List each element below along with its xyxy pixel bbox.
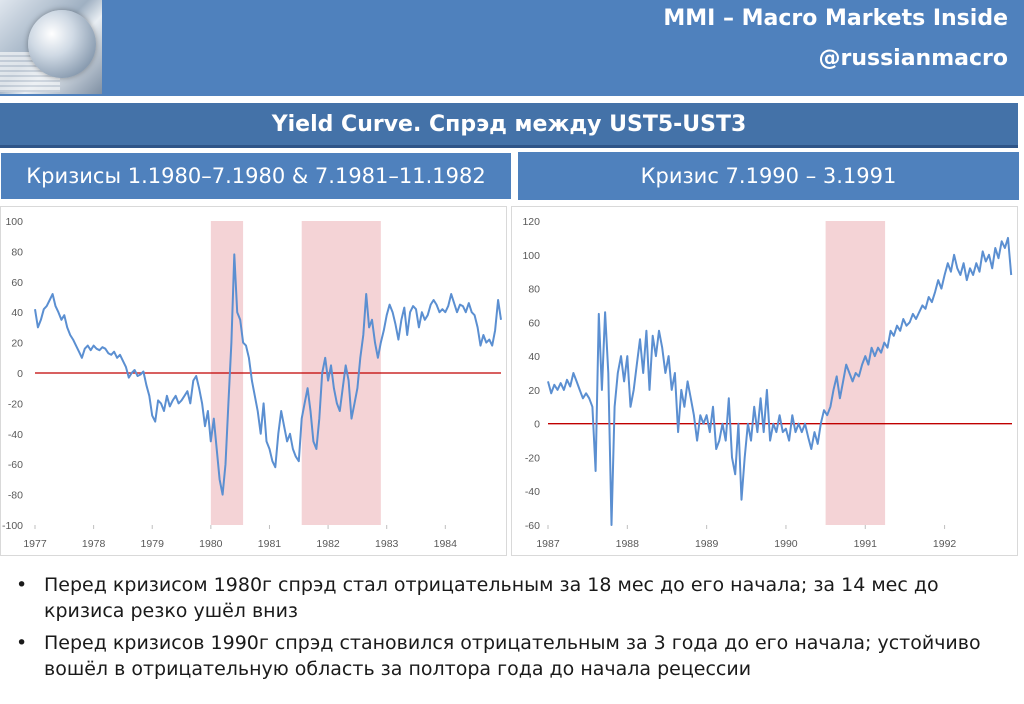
y-tick-label: 80 xyxy=(528,284,540,296)
y-tick-label: 40 xyxy=(528,351,540,363)
bullet-list: • Перед кризисом 1980г спрэд стал отрица… xyxy=(12,572,1017,688)
y-tick-label: 40 xyxy=(11,307,23,319)
x-tick-label: 1984 xyxy=(434,538,458,550)
brand-handle: @russianmacro xyxy=(818,46,1008,71)
x-tick-label: 1992 xyxy=(933,538,957,550)
x-tick-label: 1990 xyxy=(774,538,798,550)
x-tick-label: 1991 xyxy=(854,538,878,550)
y-tick-label: -80 xyxy=(8,490,23,502)
x-tick-label: 1988 xyxy=(616,538,640,550)
y-tick-label: -20 xyxy=(8,398,23,410)
x-tick-label: 1981 xyxy=(258,538,282,550)
globe-icon xyxy=(28,10,96,78)
brand-title: MMI – Macro Markets Inside xyxy=(663,6,1008,31)
y-tick-label: 20 xyxy=(11,338,23,350)
x-tick-label: 1982 xyxy=(316,538,340,550)
y-tick-label: 100 xyxy=(5,216,23,228)
slide-title: Yield Curve. Спрэд между UST5-UST3 xyxy=(0,103,1018,148)
chart-left-svg: -100 -80 -60 -40 -20 0 20 40 60 80 100 1977 1978 1979… xyxy=(2,216,502,550)
y-tick-label: 20 xyxy=(528,385,540,397)
y-tick-label: -40 xyxy=(525,486,540,498)
chart-left: -100 -80 -60 -40 -20 0 20 40 60 80 100 1977 1978 1979… xyxy=(0,206,507,556)
bullet-text: Перед кризисом 1980г спрэд стал отрицате… xyxy=(44,574,939,622)
bullet-item: • Перед кризисов 1990г спрэд становился … xyxy=(12,630,1017,682)
spread-series-line xyxy=(34,253,502,496)
y-tick-label: 60 xyxy=(528,317,540,329)
chart-right-svg: -60 -40 -20 0 20 40 60 80 100 120 1987 1988 1989 1990… xyxy=(522,216,1013,550)
y-tick-label: 0 xyxy=(17,368,23,380)
y-tick-label: 120 xyxy=(522,216,540,228)
x-tick-label: 1987 xyxy=(536,538,560,550)
bullet-marker: • xyxy=(16,574,28,596)
x-tick-label: 1989 xyxy=(695,538,719,550)
bullet-marker: • xyxy=(16,632,28,654)
y-tick-label: -100 xyxy=(2,520,23,532)
spread-series-line xyxy=(547,236,1013,526)
y-tick-label: 80 xyxy=(11,246,23,258)
chart-right: -60 -40 -20 0 20 40 60 80 100 120 1987 1988 1989 1990… xyxy=(511,206,1018,556)
y-tick-label: -40 xyxy=(8,429,23,441)
x-tick-label: 1977 xyxy=(23,538,47,550)
header-banner: MMI – Macro Markets Inside @russianmacro xyxy=(0,0,1024,96)
y-tick-label: -60 xyxy=(8,459,23,471)
bullet-item: • Перед кризисом 1980г спрэд стал отрица… xyxy=(12,572,1017,624)
y-tick-label: 0 xyxy=(534,419,540,431)
x-tick-label: 1980 xyxy=(199,538,223,550)
subtitle-right: Кризис 7.1990 – 3.1991 xyxy=(518,152,1019,200)
x-tick-label: 1983 xyxy=(375,538,399,550)
y-tick-label: -20 xyxy=(525,452,540,464)
y-tick-label: 100 xyxy=(522,250,540,262)
logo-image xyxy=(0,0,102,94)
subtitle-left: Кризисы 1.1980–7.1980 & 7.1981–11.1982 xyxy=(0,152,512,200)
y-tick-label: 60 xyxy=(11,277,23,289)
y-tick-label: -60 xyxy=(525,520,540,532)
x-tick-label: 1979 xyxy=(141,538,165,550)
bullet-text: Перед кризисов 1990г спрэд становился от… xyxy=(44,632,981,680)
x-tick-label: 1978 xyxy=(82,538,106,550)
